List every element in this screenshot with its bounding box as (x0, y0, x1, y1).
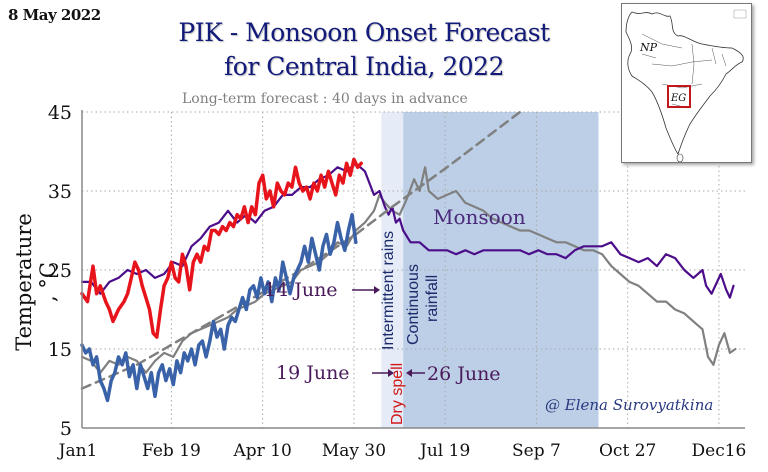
x-tick-label: Oct 27 (599, 441, 656, 461)
x-tick-label: May 30 (322, 441, 386, 461)
x-tick-label: Jan1 (57, 441, 98, 461)
series-trend (80, 110, 522, 390)
map-highlight-eg (667, 85, 691, 108)
series-northern-2022 (80, 157, 363, 339)
arrowhead-19-june (388, 369, 394, 377)
x-tick-label: Sep 7 (512, 441, 561, 461)
x-tick-label: Jul 19 (418, 441, 470, 461)
chart-title-line2: for Central India, 2022 (224, 52, 504, 81)
chart-subtitle: Long-term forecast : 40 days in advance (182, 91, 468, 107)
india-outline (625, 11, 744, 155)
annotation-14-june: 14 June (264, 279, 338, 301)
x-tick-label: Feb 19 (142, 441, 201, 461)
y-tick-label: 15 (48, 339, 72, 361)
y-tick-label: 5 (60, 418, 72, 440)
chart-title-line1: PIK - Monsoon Onset Forecast (178, 18, 550, 47)
y-tick-label: 25 (48, 260, 72, 282)
author-credit: @ Elena Surovyatkina (545, 396, 713, 414)
y-tick-label: 45 (48, 102, 72, 124)
rainfall-label: rainfall (424, 275, 441, 322)
series-northern-climatology (80, 162, 735, 299)
map-label-np: NP (639, 41, 658, 54)
map-label-eg: EG (670, 93, 686, 104)
dry-spell-label: Dry spell (389, 363, 406, 425)
arrowhead-14-june (374, 286, 380, 294)
annotation-19-june: 19 June (276, 362, 350, 384)
x-tick-label: Dec16 (692, 441, 747, 461)
x-tick-label: Apr 10 (233, 441, 292, 461)
map-svg: NP EG (625, 9, 747, 163)
monsoon-label: Monsoon (433, 205, 526, 229)
continuous-label: Continuous (405, 264, 422, 345)
map-legend-box (733, 9, 747, 19)
series-eastern-2022 (80, 212, 358, 403)
date-label: 8 May 2022 (8, 6, 101, 24)
sri-lanka (676, 153, 684, 163)
series-eastern-climatology (80, 166, 737, 374)
y-tick-label: 35 (48, 181, 72, 203)
india-map-inset: NP EG (621, 3, 752, 163)
arrowhead-26-june (406, 369, 412, 377)
intermittent-rains-label: Intermittent rains (380, 231, 397, 350)
annotation-26-june: 26 June (427, 363, 501, 385)
